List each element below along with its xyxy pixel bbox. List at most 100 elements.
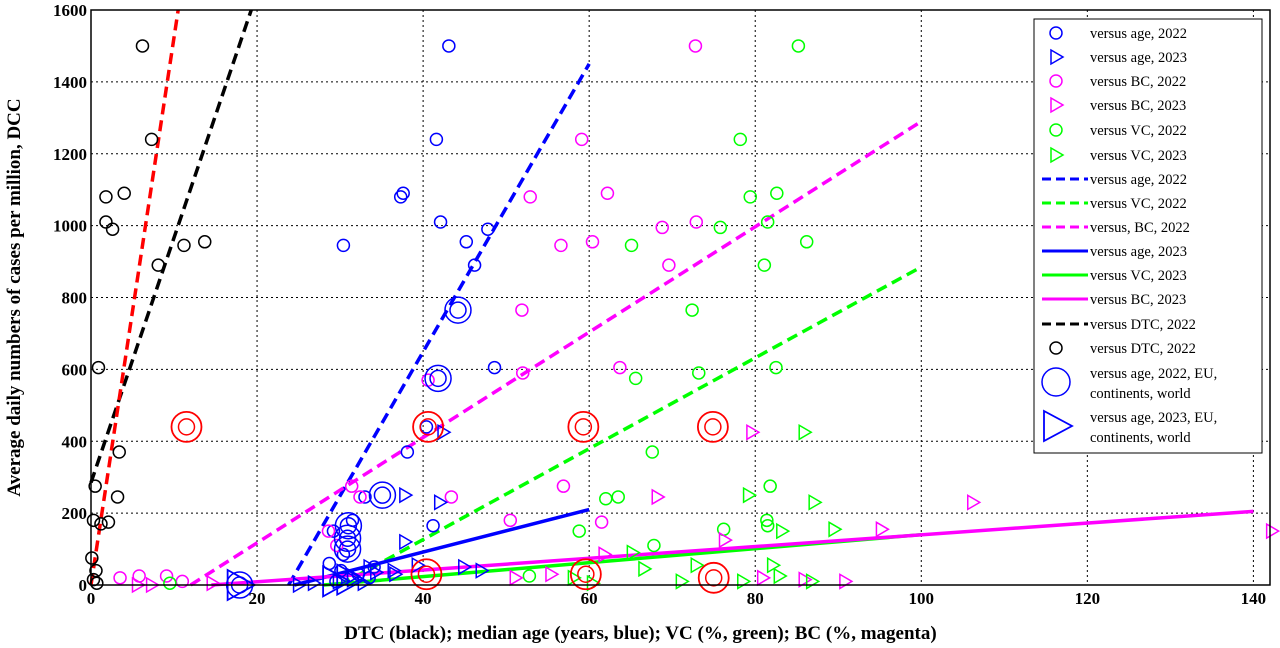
y-axis-label: Average daily numbers of cases per milli… [4,98,25,496]
fit-line [89,9,253,484]
data-point [572,524,586,538]
data-point [105,222,120,236]
data-point [399,486,414,504]
data-point [437,423,452,441]
legend-label: versus, BC, 2022 [1090,220,1190,236]
data-point [399,533,414,551]
data-point [400,445,415,459]
data-point [389,565,404,583]
data-point [321,524,336,538]
legend-marker [1049,26,1063,40]
data-point [523,190,537,204]
legend-label: versus BC, 2023 [1090,292,1186,308]
data-points [85,39,1280,602]
data-point [515,303,529,317]
legend-marker [1050,96,1065,114]
legend-marker [1049,123,1063,137]
data-point [733,132,748,147]
plot-frame [90,9,1271,586]
data-point [651,488,666,506]
data-point [737,573,752,590]
data-point [112,445,126,459]
fit-line [293,507,590,587]
data-point [144,132,159,147]
data-point [88,479,102,493]
data-point [662,258,676,272]
data-point [567,410,600,443]
data-point [336,238,351,253]
data-point [467,258,482,272]
legend-marker [1050,48,1065,66]
data-point [326,524,341,538]
data-point [433,215,448,229]
y-tick-label: 400 [62,432,88,451]
fit-line [189,119,923,587]
legend-label: versus DTC, 2022 [1090,317,1196,333]
legend-label: versus age, 2022 [1090,172,1187,188]
data-point [742,486,758,504]
legend-marker [1049,74,1063,88]
data-point [410,558,443,591]
y-tick-label: 600 [62,360,88,379]
data-point [442,39,456,53]
data-point [522,569,537,583]
legend-label: versus VC, 2023 [1090,148,1187,164]
data-point [760,215,775,229]
y-tick-label: 1200 [53,145,87,164]
data-point [798,423,813,441]
fit-line [339,265,923,587]
y-tick-label: 200 [62,504,88,523]
y-tick-label: 1000 [53,217,87,236]
legend-marker [1049,341,1063,355]
data-point [99,215,113,229]
data-point [353,490,367,504]
data-point [117,186,131,201]
data-point [334,511,363,540]
data-point [773,567,788,585]
data-point [770,186,784,201]
data-point [433,494,449,511]
data-point [367,560,381,574]
legend-label: versus age, 2023, EU, [1090,410,1217,426]
legend-label: versus BC, 2023 [1090,98,1186,114]
data-point [110,490,125,504]
fit-lines [89,9,1254,587]
data-point [503,513,518,528]
legend-label: versus age, 2023 [1090,244,1187,260]
x-tick-label: 100 [909,589,935,608]
data-point [743,190,757,204]
legend-marker [1041,367,1071,397]
data-point [763,479,777,493]
data-point [613,360,627,375]
legend-label: versus VC, 2022 [1090,196,1187,212]
data-point [336,563,367,597]
data-point [600,186,615,201]
data-point [685,303,699,317]
data-point [475,562,490,579]
data-point [675,573,690,590]
data-point [206,574,221,592]
data-point [798,571,813,588]
data-point [368,481,397,509]
legend-label: versus DTC, 2022 [1090,341,1196,357]
data-point [170,410,203,443]
data-point [429,132,444,147]
legend-label: versus age, 2022, EU, [1090,366,1217,382]
data-point [545,565,560,583]
legend: versus age, 2022 versus age, 2023 versus B… [1033,18,1263,454]
x-tick-label: 20 [249,589,266,608]
x-tick-label: 80 [747,589,764,608]
data-point [626,544,641,561]
data-point [419,420,434,434]
data-point [336,547,351,562]
y-tick-label: 0 [79,576,88,595]
x-tick-label: 60 [581,589,598,608]
legend-label: continents, world [1090,430,1191,446]
data-point [94,517,108,531]
data-point [611,490,625,504]
legend-label: versus age, 2022 [1090,26,1187,42]
legend-marker [1050,146,1065,164]
data-point [444,296,472,324]
data-point [647,538,661,553]
